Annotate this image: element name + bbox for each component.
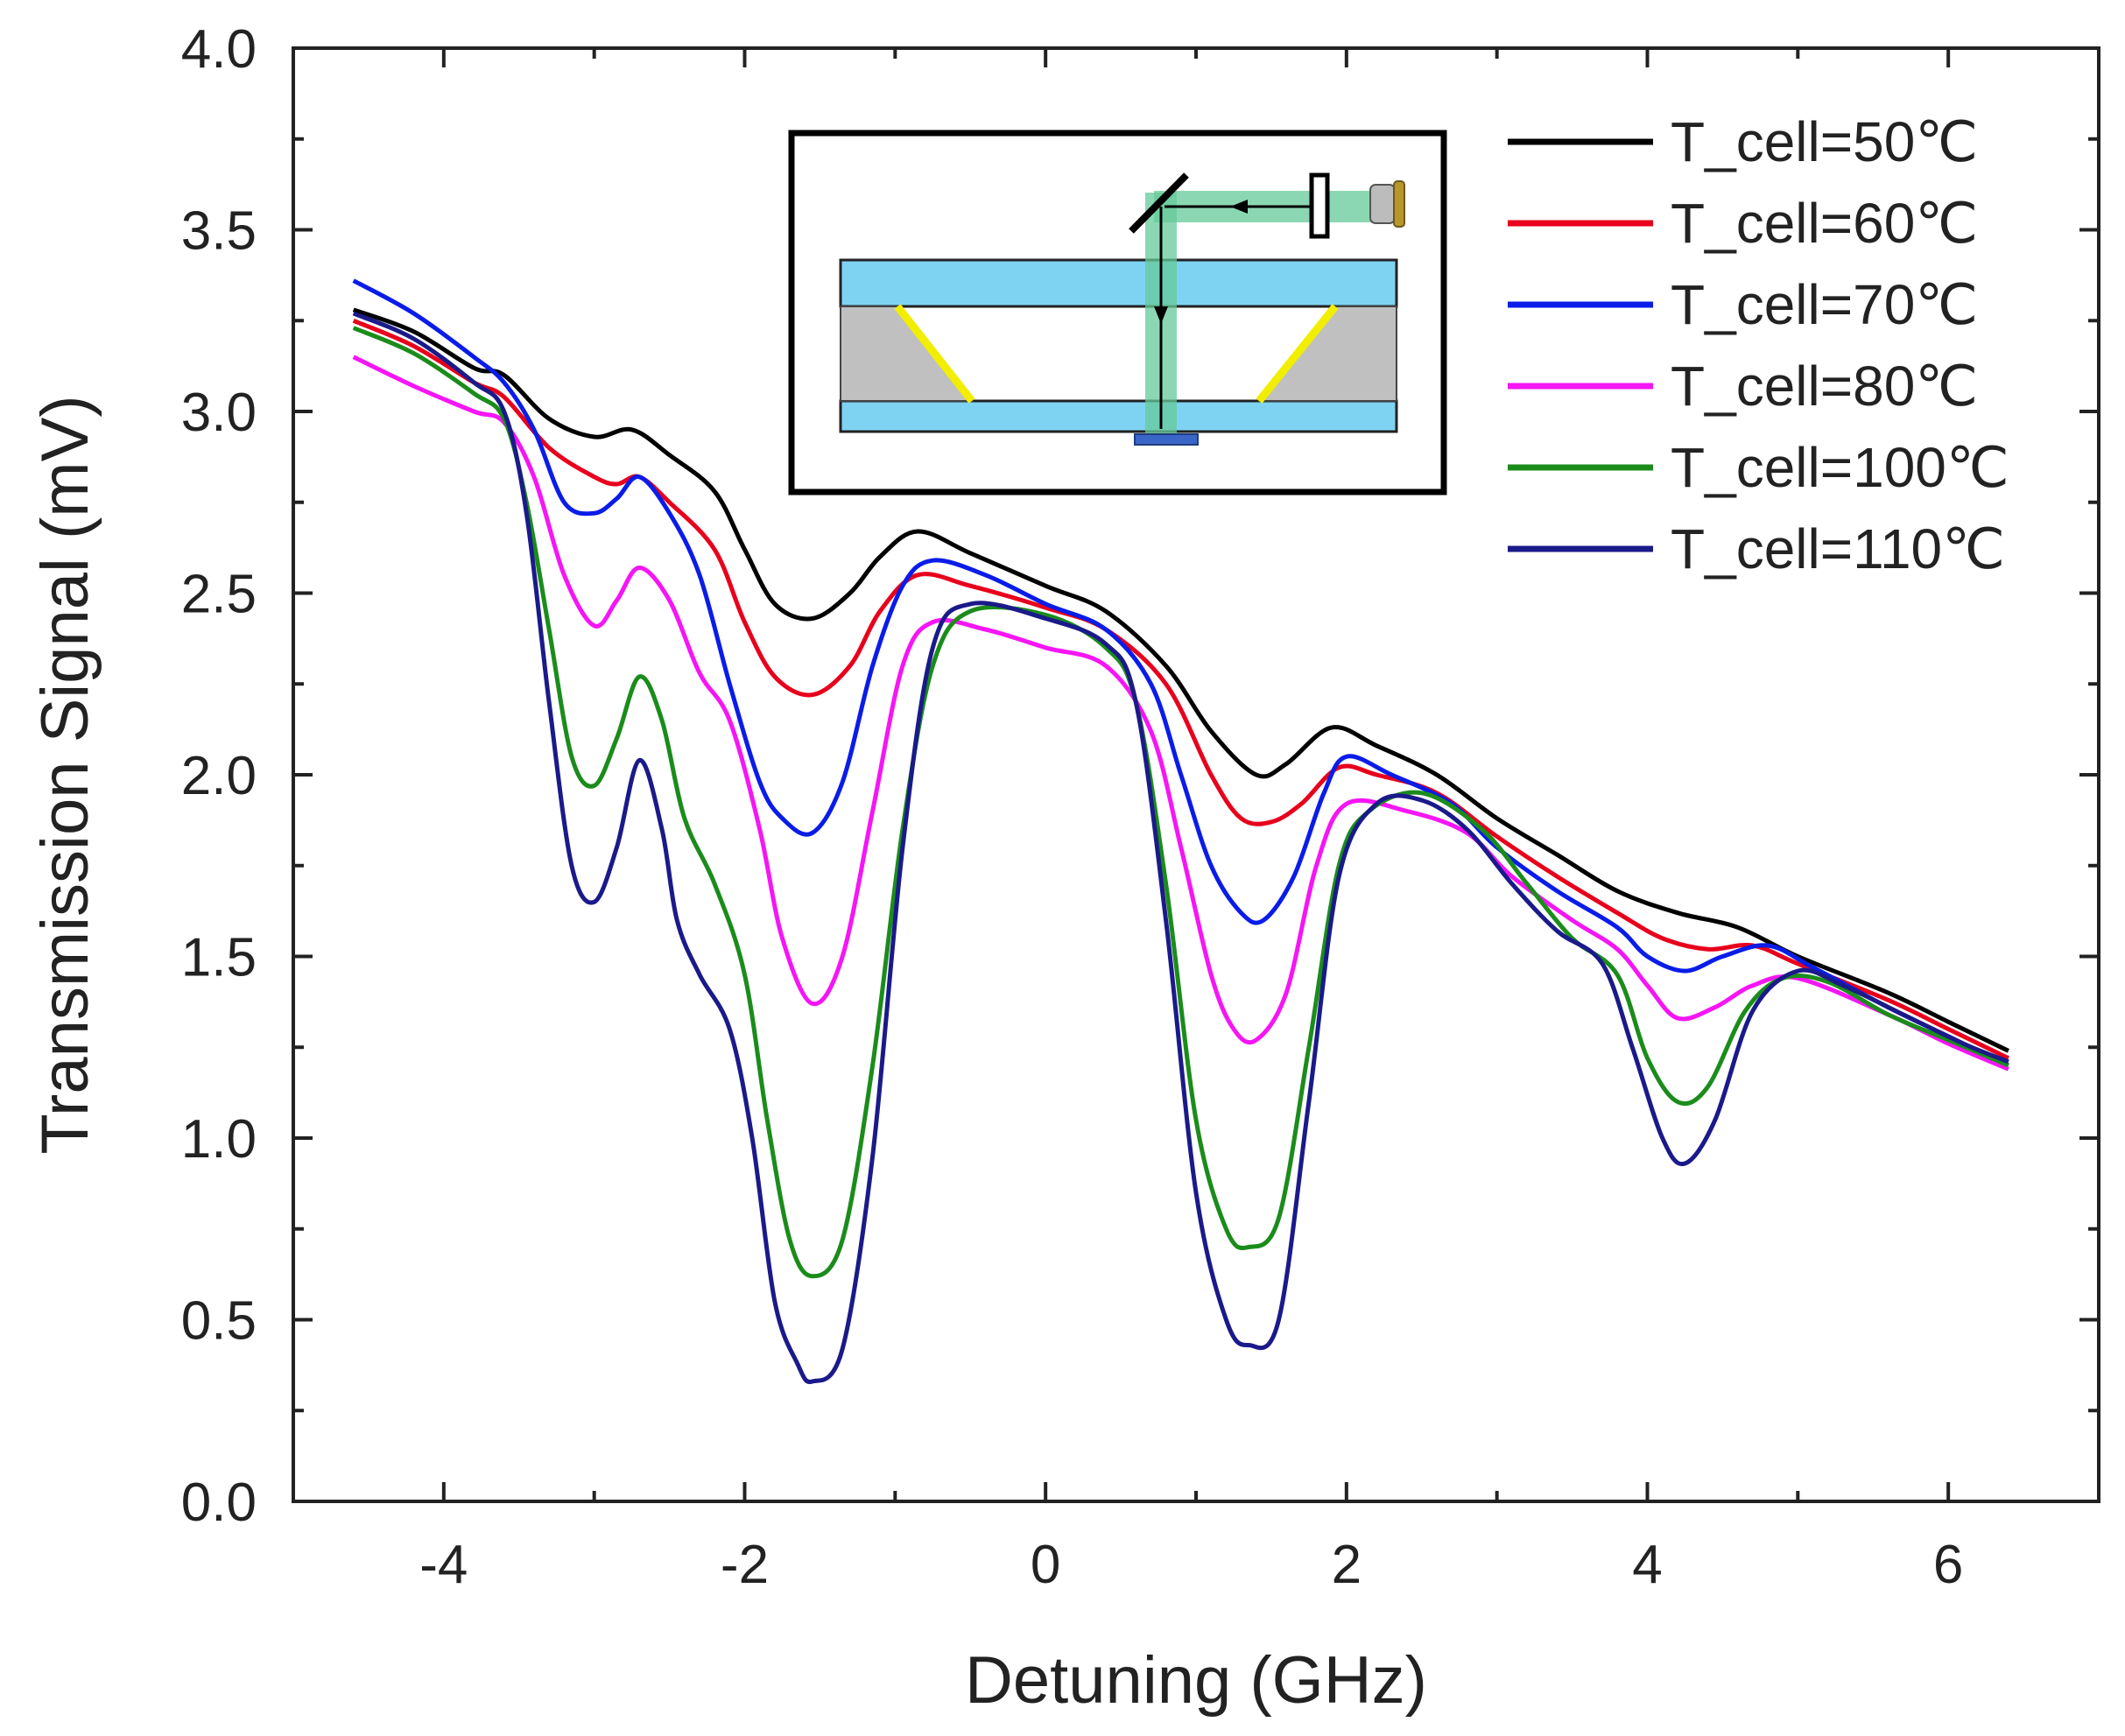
y-tick-label: 3.5 xyxy=(181,201,257,262)
x-tick-label: -4 xyxy=(419,1535,468,1595)
inset-upper-glass-plate xyxy=(839,258,1398,308)
series-line-0 xyxy=(352,307,2009,1053)
legend-label-2: T_cell=70℃ xyxy=(1671,273,1978,336)
inset-down-arrow-icon xyxy=(1154,306,1168,324)
legend: T_cell=50℃ T_cell=60℃ T_cell=70℃ T_cell=80℃… xyxy=(1508,110,2009,580)
inset-left-yellow-coating xyxy=(894,304,975,404)
y-tick-label: 2.5 xyxy=(181,565,257,625)
y-tick-label: 0.5 xyxy=(181,1291,257,1352)
inset-detector xyxy=(1134,433,1199,446)
y-tick-label: 4.0 xyxy=(181,19,257,80)
series-line-2 xyxy=(352,278,2009,1068)
y-tick-label: 3.0 xyxy=(181,383,257,443)
y-tick-label: 1.5 xyxy=(181,928,257,988)
inset-polarizer xyxy=(1309,172,1330,239)
y-axis-ticks: 0.0 0.5 1.0 1.5 2.0 2.5 3.0 3.5 4.0 xyxy=(181,19,2099,1533)
y-tick-label: 2.0 xyxy=(181,746,257,806)
x-axis-ticks: -4 -2 0 2 4 6 xyxy=(292,48,2100,1595)
x-tick-label: -2 xyxy=(721,1535,769,1595)
y-tick-label: 1.0 xyxy=(181,1109,257,1170)
legend-label-4: T_cell=100℃ xyxy=(1671,436,2009,499)
inset-schematic xyxy=(788,130,1447,495)
legend-label-0: T_cell=50℃ xyxy=(1671,110,1978,173)
inset-laser-cap xyxy=(1393,180,1405,228)
x-axis-title: Detuning (GHz) xyxy=(965,1643,1427,1718)
series-line-3 xyxy=(352,355,2009,1072)
inset-right-yellow-coating xyxy=(1256,304,1339,404)
y-axis-title: Transmission Signal (mV) xyxy=(28,395,102,1154)
x-tick-label: 6 xyxy=(1933,1535,1963,1595)
series-line-5 xyxy=(352,311,2009,1384)
inset-laser-body xyxy=(1369,184,1396,224)
y-tick-label: 0.0 xyxy=(181,1472,257,1533)
legend-label-5: T_cell=110℃ xyxy=(1671,517,2005,580)
inset-left-arrow-icon xyxy=(1230,200,1248,214)
series-lines xyxy=(352,278,2009,1384)
x-tick-label: 2 xyxy=(1332,1535,1362,1595)
x-tick-label: 4 xyxy=(1632,1535,1662,1595)
legend-label-1: T_cell=60℃ xyxy=(1671,192,1978,255)
legend-label-3: T_cell=80℃ xyxy=(1671,355,1978,418)
inset-mirror xyxy=(1129,172,1189,234)
inset-lower-glass-plate xyxy=(839,399,1398,433)
x-tick-label: 0 xyxy=(1031,1535,1060,1595)
